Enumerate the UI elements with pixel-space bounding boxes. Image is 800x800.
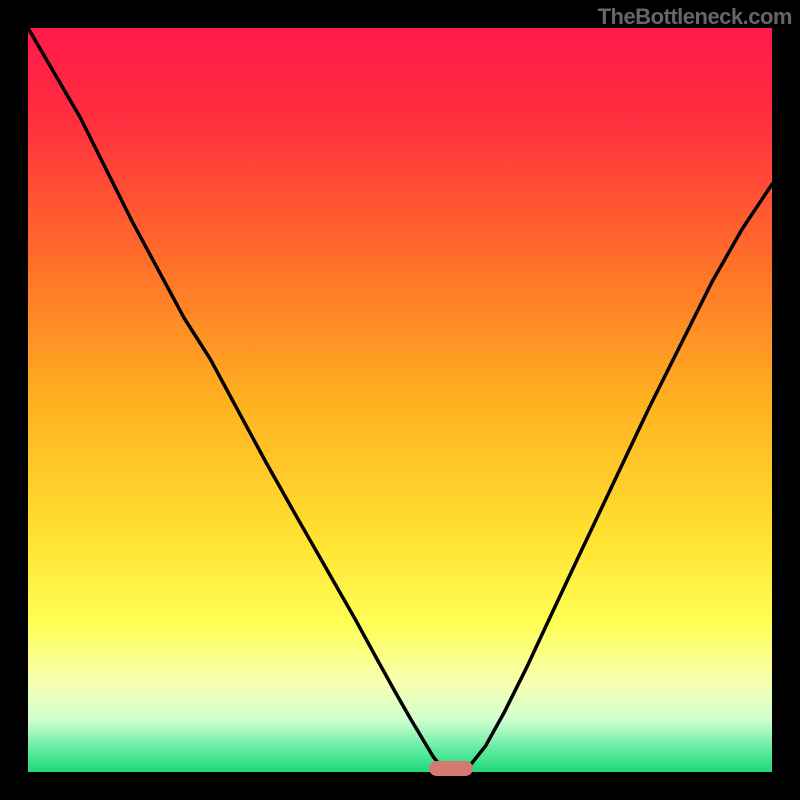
- optimal-point-marker: [429, 761, 473, 776]
- plot-background: [28, 28, 772, 772]
- watermark-text: TheBottleneck.com: [598, 4, 792, 30]
- chart-frame: TheBottleneck.com: [0, 0, 800, 800]
- bottleneck-chart: [28, 28, 772, 772]
